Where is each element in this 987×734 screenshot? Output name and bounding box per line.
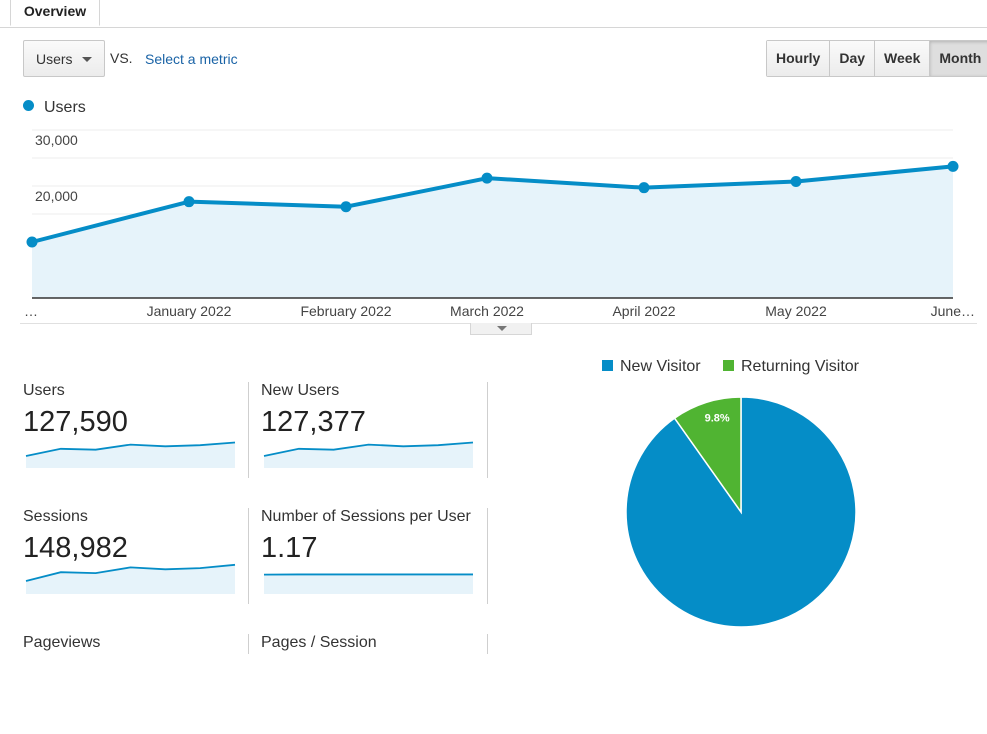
metric-card-sessions-per-user[interactable]: Number of Sessions per User 1.17 — [261, 508, 486, 608]
data-point[interactable] — [341, 201, 352, 212]
sparkline-area — [26, 443, 235, 469]
chevron-down-icon — [82, 57, 92, 62]
data-point[interactable] — [639, 182, 650, 193]
legend-label: Users — [44, 99, 86, 116]
metric-card-sessions[interactable]: Sessions 148,982 — [23, 508, 248, 608]
card-divider — [487, 508, 488, 604]
select-metric-link[interactable]: Select a metric — [145, 51, 238, 67]
visitor-pie-chart: 90.2%9.8% — [620, 390, 865, 635]
metric-title: Number of Sessions per User — [261, 508, 471, 526]
data-point[interactable] — [948, 161, 959, 172]
sparkline-area — [264, 574, 473, 594]
x-tick-label: June… — [931, 303, 975, 319]
sparkline — [25, 434, 238, 468]
chart-legend: Users — [23, 99, 86, 117]
data-point[interactable] — [791, 176, 802, 187]
card-divider — [487, 382, 488, 478]
metric-title: Pages / Session — [261, 634, 377, 652]
metric-title: Pageviews — [23, 634, 100, 652]
week-button[interactable]: Week — [875, 41, 930, 76]
x-tick-label: … — [24, 303, 38, 319]
tab-overview[interactable]: Overview — [10, 0, 100, 26]
metric-card-users[interactable]: Users 127,590 — [23, 382, 248, 482]
sparkline — [263, 560, 476, 594]
card-divider — [487, 634, 488, 654]
x-tick-label: April 2022 — [612, 303, 675, 319]
period-button-group: Hourly Day Week Month — [766, 40, 987, 77]
sparkline-area — [264, 443, 473, 469]
legend-label: Returning Visitor — [741, 358, 859, 375]
metric-card-new-users[interactable]: New Users 127,377 — [261, 382, 486, 482]
sparkline — [25, 560, 238, 594]
metric-title: Users — [23, 382, 65, 400]
data-point[interactable] — [482, 173, 493, 184]
card-divider — [248, 508, 249, 604]
month-button[interactable]: Month — [930, 41, 987, 76]
sparkline-area — [26, 565, 235, 594]
card-divider — [248, 382, 249, 478]
metric-card-pageviews[interactable]: Pageviews — [23, 634, 248, 734]
metric-card-pages-per-session[interactable]: Pages / Session — [261, 634, 486, 734]
day-button[interactable]: Day — [830, 41, 875, 76]
data-point[interactable] — [27, 237, 38, 248]
x-tick-label: March 2022 — [450, 303, 524, 319]
x-tick-label: January 2022 — [147, 303, 232, 319]
pie-slice-label: 9.8% — [705, 412, 730, 424]
pie-legend-new-visitor[interactable]: New Visitor — [602, 358, 701, 376]
y-tick-label: 20,000 — [35, 188, 78, 204]
metric-dropdown-label: Users — [36, 51, 73, 67]
legend-dot-icon — [23, 100, 34, 111]
collapse-chart-handle[interactable] — [470, 323, 532, 335]
sparkline — [263, 434, 476, 468]
legend-swatch-icon — [602, 360, 613, 371]
metric-title: New Users — [261, 382, 339, 400]
legend-label: New Visitor — [620, 358, 701, 375]
chevron-down-icon — [497, 326, 507, 331]
x-tick-label: May 2022 — [765, 303, 827, 319]
legend-swatch-icon — [723, 360, 734, 371]
y-tick-label: 30,000 — [35, 132, 78, 148]
metric-dropdown[interactable]: Users — [23, 40, 105, 77]
tab-bar: Overview — [0, 0, 987, 28]
metric-title: Sessions — [23, 508, 88, 526]
pie-legend-returning-visitor[interactable]: Returning Visitor — [723, 358, 859, 376]
card-divider — [248, 634, 249, 654]
hourly-button[interactable]: Hourly — [767, 41, 830, 76]
x-tick-label: February 2022 — [300, 303, 391, 319]
data-point[interactable] — [184, 196, 195, 207]
vs-label: VS. — [110, 50, 133, 66]
